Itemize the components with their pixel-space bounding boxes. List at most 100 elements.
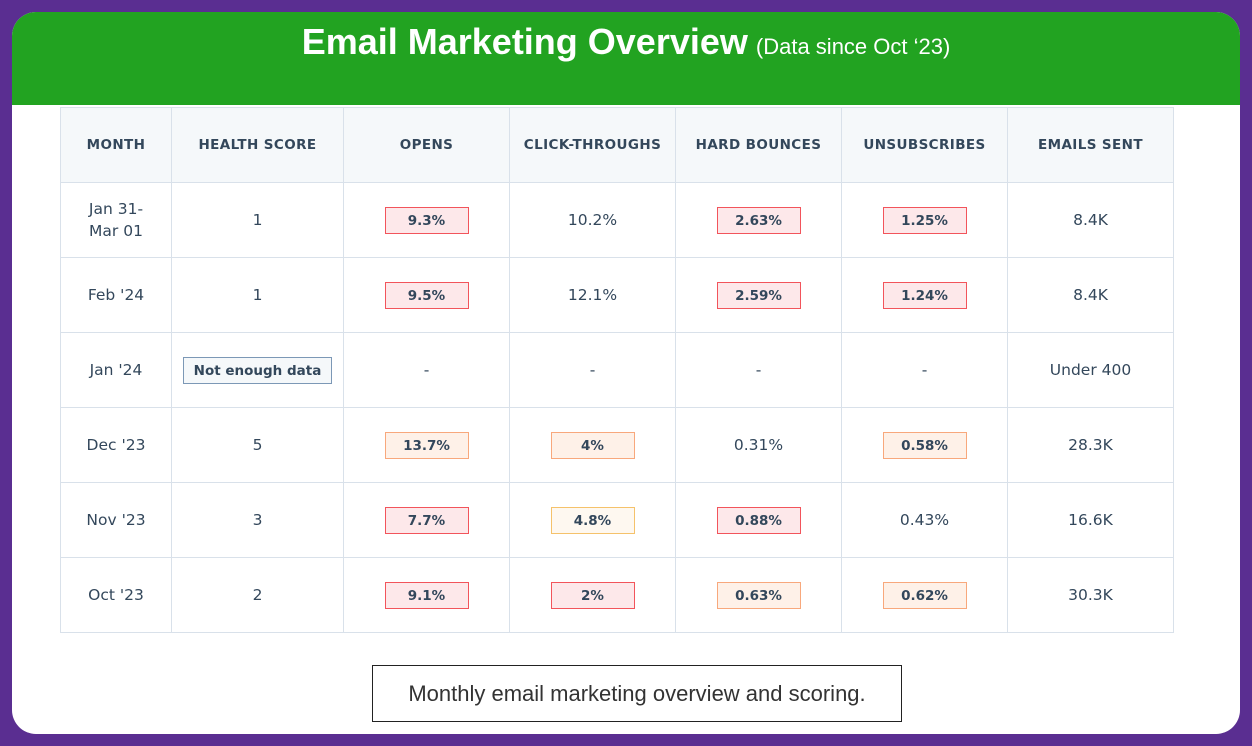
cell-hard-bounces: 0.63% [675,557,842,633]
cell-hard-bounces: - [675,332,842,408]
cell-value: 10.2% [567,211,618,229]
table-body: Jan 31- Mar 01 1 9.3% 10.2% 2.63% 1.25% 8.4K Fe… [60,182,1174,633]
cell-opens: 9.5% [343,257,510,333]
cell-hard-bounces: 2.59% [675,257,842,333]
table-row: Nov '23 3 7.7% 4.8% 0.88% 0.43% 16.6K [60,482,1174,558]
column-header-emails-sent: EMAILS SENT [1007,107,1174,183]
cell-unsubscribes: 1.25% [841,182,1008,258]
metric-badge-red: 7.7% [384,506,469,534]
cell-value: 2 [252,586,263,604]
metric-badge-yellow: 4.8% [550,506,635,534]
cell-value: Feb '24 [87,286,145,304]
metric-badge-orange: 0.58% [882,431,967,459]
metric-badge-orange: 4% [550,431,635,459]
column-header-health-score: HEALTH SCORE [171,107,344,183]
cell-opens: 13.7% [343,407,510,483]
column-header-month: MONTH [60,107,172,183]
cell-health-score: 1 [171,257,344,333]
cell-emails-sent: 16.6K [1007,482,1174,558]
cell-hard-bounces: 0.88% [675,482,842,558]
cell-month: Dec '23 [60,407,172,483]
cell-click-throughs: - [509,332,676,408]
cell-value: 28.3K [1068,436,1113,454]
cell-emails-sent: Under 400 [1007,332,1174,408]
cell-health-score: Not enough data [171,332,344,408]
cell-click-throughs: 4.8% [509,482,676,558]
column-header-hard-bounces: HARD BOUNCES [675,107,842,183]
metric-badge-red: 2.59% [716,281,801,309]
card-frame: Email Marketing Overview (Data since Oct … [12,12,1240,734]
metric-badge-red: 2.63% [716,206,801,234]
metric-badge-red: 1.25% [882,206,967,234]
metric-badge-red: 9.5% [384,281,469,309]
subtitle-text: (Data since Oct ‘23) [755,34,951,59]
page-title: Email Marketing Overview (Data since Oct … [12,21,1240,63]
cell-month: Nov '23 [60,482,172,558]
cell-unsubscribes: - [841,332,1008,408]
cell-health-score: 3 [171,482,344,558]
cell-emails-sent: 30.3K [1007,557,1174,633]
cell-value: - [589,361,596,379]
header-banner: Email Marketing Overview (Data since Oct … [12,12,1240,105]
cell-value: Dec '23 [86,436,146,454]
cell-click-throughs: 4% [509,407,676,483]
cell-value: 16.6K [1068,511,1113,529]
cell-click-throughs: 2% [509,557,676,633]
cell-value: 12.1% [567,286,618,304]
cell-value: - [423,361,430,379]
cell-value: 30.3K [1068,586,1113,604]
cell-value: 3 [252,511,263,529]
metric-badge-orange: 0.63% [716,581,801,609]
caption-box: Monthly email marketing overview and sco… [372,665,902,722]
cell-month: Oct '23 [60,557,172,633]
cell-value: 1 [252,286,263,304]
metric-badge-red: 0.88% [716,506,801,534]
table-row: Oct '23 2 9.1% 2% 0.63% 0.62% 30.3K [60,557,1174,633]
cell-value: - [755,361,762,379]
column-header-opens: OPENS [343,107,510,183]
cell-value: Oct '23 [88,586,144,604]
cell-hard-bounces: 2.63% [675,182,842,258]
cell-click-throughs: 10.2% [509,182,676,258]
table-row: Jan '24 Not enough data - - - - Under 400 [60,332,1174,408]
cell-unsubscribes: 1.24% [841,257,1008,333]
table-row: Dec '23 5 13.7% 4% 0.31% 0.58% 28.3K [60,407,1174,483]
cell-emails-sent: 28.3K [1007,407,1174,483]
cell-health-score: 2 [171,557,344,633]
metric-badge-red: 9.3% [384,206,469,234]
cell-click-throughs: 12.1% [509,257,676,333]
cell-health-score: 1 [171,182,344,258]
cell-value: Under 400 [1049,361,1132,379]
cell-value: 0.43% [899,511,950,529]
cell-emails-sent: 8.4K [1007,257,1174,333]
metric-badge-orange: 13.7% [384,431,469,459]
cell-value: Jan 31- Mar 01 [88,200,144,240]
metric-badge-red: 1.24% [882,281,967,309]
cell-hard-bounces: 0.31% [675,407,842,483]
metrics-table: MONTH HEALTH SCORE OPENS CLICK-THROUGHS HARD… [60,107,1174,633]
status-badge: Not enough data [182,356,333,384]
cell-value: 1 [252,211,263,229]
cell-month: Jan 31- Mar 01 [60,182,172,258]
cell-opens: 9.3% [343,182,510,258]
cell-unsubscribes: 0.43% [841,482,1008,558]
cell-opens: 9.1% [343,557,510,633]
cell-value: 5 [252,436,263,454]
title-text: Email Marketing Overview [301,21,748,62]
table-row: Jan 31- Mar 01 1 9.3% 10.2% 2.63% 1.25% 8.4K [60,182,1174,258]
cell-value: 8.4K [1073,211,1108,229]
cell-month: Feb '24 [60,257,172,333]
cell-health-score: 5 [171,407,344,483]
table-header-row: MONTH HEALTH SCORE OPENS CLICK-THROUGHS HARD… [60,107,1174,183]
cell-value: 8.4K [1073,286,1108,304]
cell-opens: - [343,332,510,408]
column-header-unsubscribes: UNSUBSCRIBES [841,107,1008,183]
cell-value: Nov '23 [86,511,146,529]
metric-badge-red: 9.1% [384,581,469,609]
cell-month: Jan '24 [60,332,172,408]
cell-opens: 7.7% [343,482,510,558]
table-row: Feb '24 1 9.5% 12.1% 2.59% 1.24% 8.4K [60,257,1174,333]
metric-badge-orange: 0.62% [882,581,967,609]
cell-value: - [921,361,928,379]
cell-value: Jan '24 [89,361,143,379]
